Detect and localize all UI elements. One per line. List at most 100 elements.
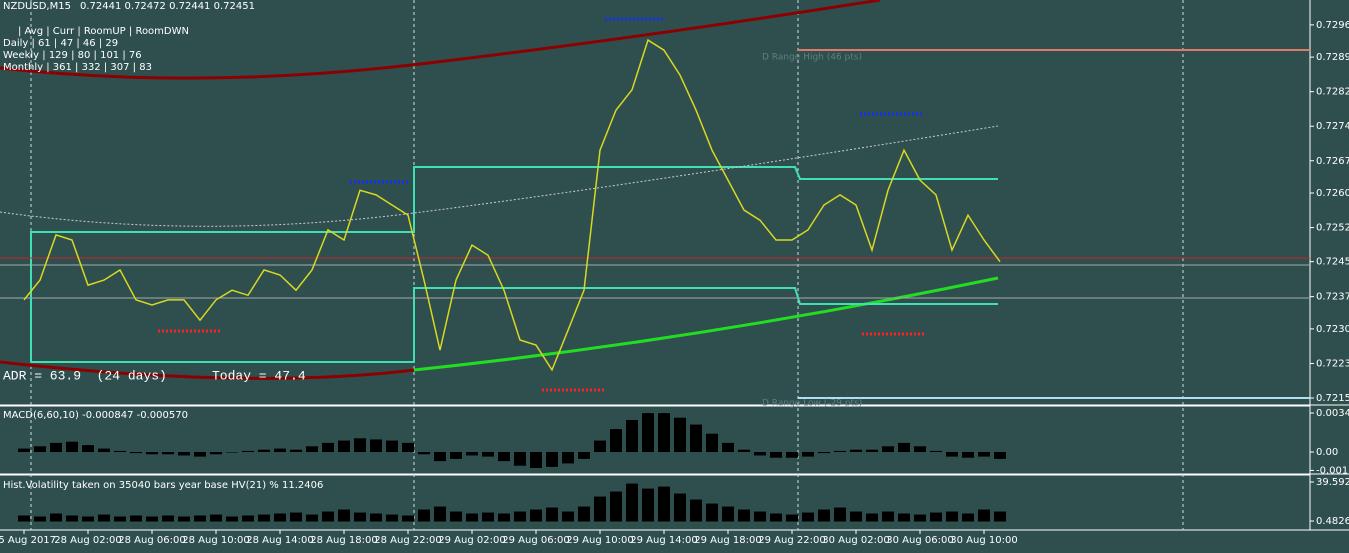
- bar: [274, 513, 286, 522]
- bar: [978, 509, 990, 522]
- bar: [82, 445, 94, 453]
- bar: [642, 413, 654, 453]
- bar: [338, 509, 350, 522]
- bar: [34, 446, 46, 453]
- frames: [0, 0, 1349, 531]
- bar: [194, 452, 206, 457]
- bar: [722, 506, 734, 522]
- range-low-label: D Range Low (-29 pts): [762, 399, 862, 409]
- bar: [754, 511, 766, 522]
- bar: [418, 509, 430, 522]
- symbol: NZDUSD,M15: [3, 1, 71, 12]
- bar: [914, 446, 926, 453]
- bar: [34, 516, 46, 522]
- bar: [866, 449, 878, 453]
- bar: [354, 438, 366, 453]
- bar: [258, 449, 270, 453]
- bar: [386, 440, 398, 453]
- bar: [610, 491, 622, 522]
- bar: [802, 512, 814, 522]
- today: Today = 47.4: [212, 368, 306, 383]
- bar: [530, 509, 542, 522]
- bar: [114, 516, 126, 522]
- bar: [930, 512, 942, 522]
- bar: [466, 513, 478, 522]
- x-tick-label: 25 Aug 2017: [0, 535, 56, 546]
- x-tick-label: 28 Aug 02:00: [54, 535, 121, 546]
- bar: [674, 417, 686, 453]
- bar: [578, 452, 590, 459]
- bar: [146, 516, 158, 522]
- bar: [674, 493, 686, 522]
- x-tick-label: 29 Aug 14:00: [630, 535, 697, 546]
- x-tick-label: 29 Aug 10:00: [566, 535, 633, 546]
- bar: [226, 516, 238, 522]
- y-tick-label: 0.72375: [1316, 292, 1349, 303]
- bar: [82, 516, 94, 522]
- bar: [290, 512, 302, 522]
- bar: [626, 419, 638, 453]
- bar: [50, 442, 62, 453]
- bar: [946, 511, 958, 522]
- info-line: | Avg | Curr | RoomUP | RoomDWN: [18, 26, 189, 37]
- macd-title: MACD(6,60,10) -0.000847 -0.000570: [3, 410, 188, 421]
- indicators: [0, 0, 1310, 399]
- bar: [994, 452, 1006, 459]
- bar: [146, 452, 158, 455]
- bar: [402, 515, 414, 522]
- bar: [786, 514, 798, 522]
- bar: [162, 515, 174, 522]
- bar: [178, 516, 190, 522]
- hv-title: Hist.Volatility taken on 35040 bars year…: [3, 480, 323, 491]
- bar: [514, 511, 526, 522]
- bar: [850, 449, 862, 453]
- adr: ADR = 63.9 (24 days): [3, 368, 167, 383]
- bar: [738, 449, 750, 453]
- bar: [578, 506, 590, 522]
- bar: [946, 452, 958, 457]
- bar: [914, 514, 926, 522]
- y-tick-label: -0.00161: [1316, 465, 1349, 476]
- y-tick-label: 0.72451: [1316, 257, 1349, 268]
- bar: [562, 452, 574, 464]
- y-tick-label: 0.003411: [1316, 408, 1349, 419]
- bar: [546, 452, 558, 467]
- bar: [338, 440, 350, 453]
- bar: [770, 513, 782, 522]
- bar: [482, 512, 494, 522]
- bar: [818, 509, 830, 522]
- x-tick-label: 28 Aug 14:00: [246, 535, 313, 546]
- x-tick-label: 28 Aug 18:00: [310, 535, 377, 546]
- x-tick-label: 30 Aug 06:00: [886, 535, 953, 546]
- bar: [210, 514, 222, 522]
- bar: [18, 448, 30, 453]
- bar: [882, 511, 894, 522]
- bar: [706, 503, 718, 522]
- bar: [882, 446, 894, 453]
- x-tick-label: 28 Aug 06:00: [118, 535, 185, 546]
- bar: [610, 429, 622, 453]
- bar: [226, 452, 238, 453]
- bar: [194, 515, 206, 522]
- bar: [898, 513, 910, 522]
- bar: [434, 506, 446, 522]
- bar: [402, 442, 414, 453]
- bar: [258, 514, 270, 522]
- bar: [690, 499, 702, 522]
- bar: [306, 446, 318, 453]
- y-tick-label: 0.72745: [1316, 121, 1349, 132]
- x-tick-label: 28 Aug 10:00: [182, 535, 249, 546]
- info-line: Weekly | 129 | 80 | 101 | 76: [3, 50, 142, 61]
- bar: [210, 452, 222, 455]
- bar: [370, 513, 382, 522]
- bar: [834, 507, 846, 522]
- bar: [930, 450, 942, 453]
- bar: [130, 515, 142, 522]
- x-tick-label: 30 Aug 10:00: [950, 535, 1017, 546]
- bar: [562, 511, 574, 522]
- bar: [66, 441, 78, 453]
- bar: [850, 511, 862, 522]
